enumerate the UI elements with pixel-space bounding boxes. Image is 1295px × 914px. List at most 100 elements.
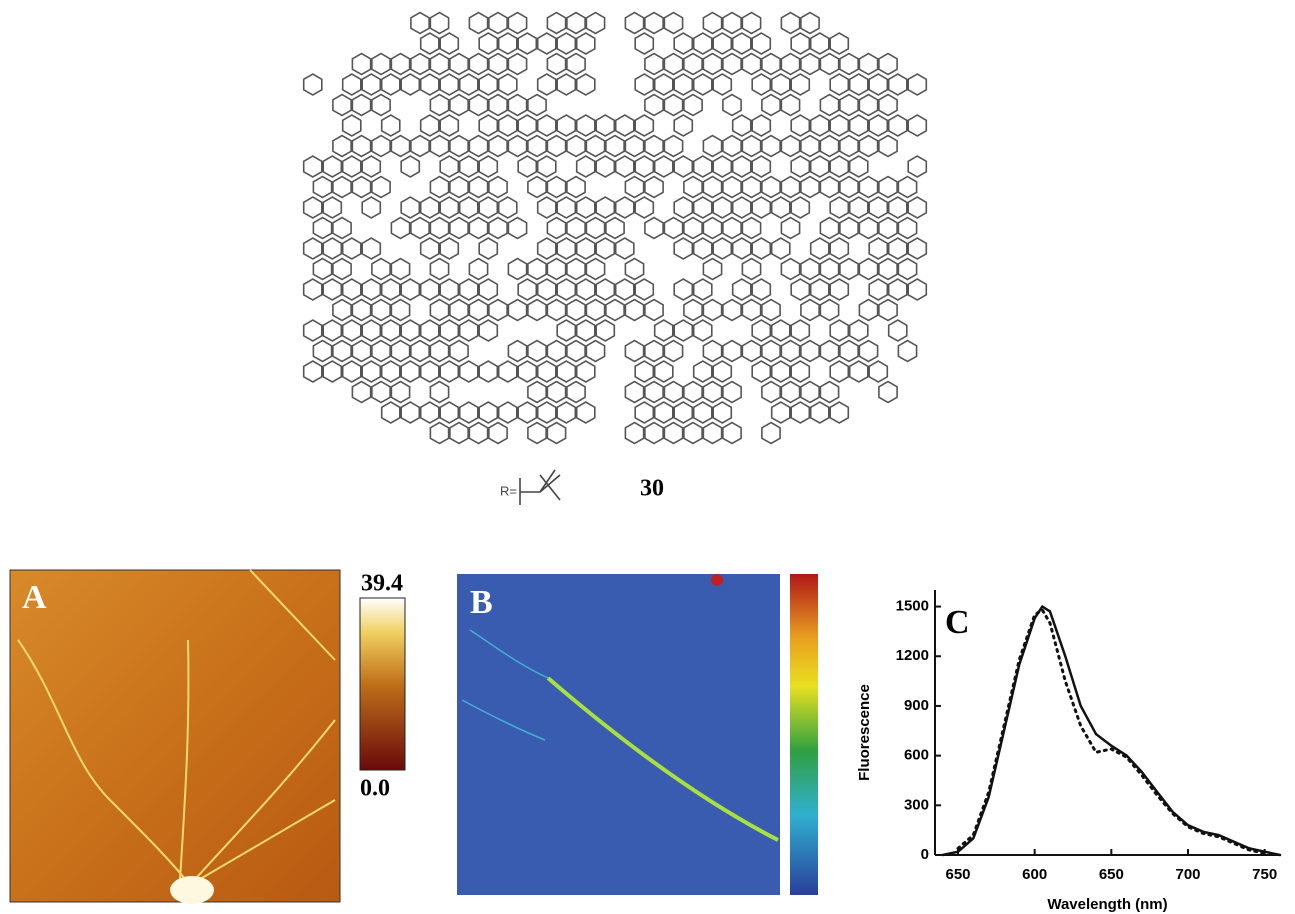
ring (655, 156, 673, 177)
ring (772, 238, 790, 259)
ring (391, 382, 409, 403)
ring (879, 136, 897, 157)
ring (450, 423, 468, 444)
ring (499, 33, 517, 54)
ring (450, 177, 468, 198)
ring (645, 177, 663, 198)
ring (674, 320, 692, 341)
ring (791, 402, 809, 423)
ring (528, 95, 546, 116)
ring (538, 74, 556, 95)
ring (801, 300, 819, 321)
ring (781, 136, 799, 157)
ring (479, 361, 497, 382)
ring (421, 74, 439, 95)
ring (430, 259, 448, 280)
ring (684, 300, 702, 321)
ring (547, 136, 565, 157)
ring (499, 197, 517, 218)
ring (801, 54, 819, 75)
ring (479, 115, 497, 136)
ring (567, 218, 585, 239)
ring (879, 177, 897, 198)
ring (781, 259, 799, 280)
ring (625, 13, 643, 34)
ring (528, 382, 546, 403)
y-tick-label: 900 (904, 697, 929, 714)
ring (304, 197, 322, 218)
molecule-structure (304, 13, 927, 444)
ring (889, 279, 907, 300)
ring (577, 361, 595, 382)
ring (352, 136, 370, 157)
ring (304, 320, 322, 341)
ring (830, 402, 848, 423)
ring (538, 238, 556, 259)
ring (596, 320, 614, 341)
ring (664, 95, 682, 116)
ring (323, 197, 341, 218)
ring (772, 361, 790, 382)
ring (859, 259, 877, 280)
ring (703, 136, 721, 157)
ring (411, 13, 429, 34)
ring (655, 320, 673, 341)
y-tick-label: 600 (904, 747, 929, 764)
ring (313, 177, 331, 198)
ring (616, 279, 634, 300)
ring (733, 238, 751, 259)
ring (801, 382, 819, 403)
ring (577, 115, 595, 136)
ring (684, 423, 702, 444)
ring (869, 115, 887, 136)
ring (304, 361, 322, 382)
ring (586, 259, 604, 280)
ring (450, 300, 468, 321)
ring (752, 33, 770, 54)
ring (538, 197, 556, 218)
ring (898, 218, 916, 239)
ring (469, 136, 487, 157)
ring (567, 54, 585, 75)
ring (372, 95, 390, 116)
ring (430, 136, 448, 157)
y-tick-label: 300 (904, 796, 929, 813)
ring (508, 218, 526, 239)
ring (557, 238, 575, 259)
ring (908, 115, 926, 136)
ring (333, 95, 351, 116)
ring (460, 279, 478, 300)
ring (762, 423, 780, 444)
ring (547, 382, 565, 403)
spot (711, 574, 723, 586)
ring (820, 259, 838, 280)
ring (752, 238, 770, 259)
ring (830, 361, 848, 382)
ring (333, 341, 351, 362)
ring (645, 341, 663, 362)
ring (421, 361, 439, 382)
ring (635, 402, 653, 423)
ring (430, 300, 448, 321)
ring (772, 402, 790, 423)
y-tick-label: 0 (921, 846, 929, 863)
ring (411, 218, 429, 239)
ring (557, 320, 575, 341)
ring (820, 95, 838, 116)
ring (791, 197, 809, 218)
ring (869, 74, 887, 95)
ring (547, 177, 565, 198)
ring (781, 341, 799, 362)
ring (781, 218, 799, 239)
ring (674, 402, 692, 423)
ring (352, 300, 370, 321)
ring (694, 33, 712, 54)
ring (762, 341, 780, 362)
ring (508, 95, 526, 116)
ring (664, 136, 682, 157)
ring (625, 177, 643, 198)
ring (889, 115, 907, 136)
ring (645, 54, 663, 75)
ring (421, 320, 439, 341)
ring (391, 341, 409, 362)
